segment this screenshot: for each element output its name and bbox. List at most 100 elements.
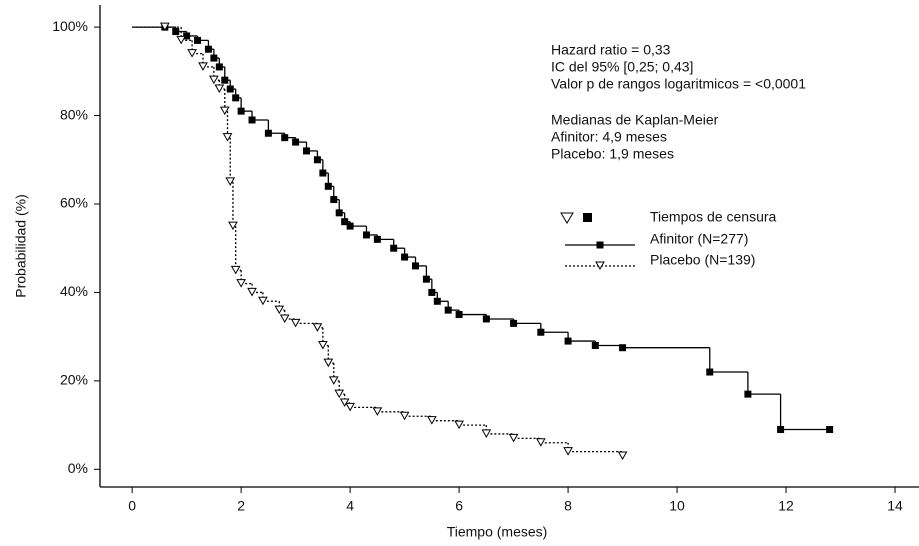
x-tick-label: 4 (346, 498, 354, 514)
censor-marker (279, 314, 290, 323)
censor-marker (194, 36, 202, 44)
censor-marker (183, 32, 191, 40)
annotation: Hazard ratio = 0,33 (551, 42, 671, 58)
censor-marker (313, 156, 321, 164)
censor-marker (390, 244, 398, 252)
censor-marker (564, 337, 572, 345)
annotation: Valor p de rangos logaritmicos = <0,0001 (551, 76, 806, 92)
censor-marker (345, 402, 355, 412)
censor-marker (210, 54, 218, 62)
x-tick-label: 6 (455, 498, 463, 514)
censor-marker (221, 76, 229, 84)
censor-marker (248, 116, 256, 124)
censor-marker (433, 297, 441, 305)
censor-marker (258, 296, 268, 306)
y-tick-label: 80% (60, 106, 88, 122)
censor-marker (303, 147, 311, 155)
censor-marker (232, 94, 240, 102)
censor-marker (247, 287, 257, 297)
x-tick-label: 10 (669, 498, 685, 514)
censor-marker (619, 344, 627, 352)
censor-marker (422, 275, 430, 283)
annotation: Afinitor: 4,9 meses (551, 129, 667, 145)
censor-marker (323, 358, 334, 368)
censor-marker (222, 133, 233, 142)
censor-marker (617, 451, 628, 461)
censor-marker (172, 28, 180, 36)
censor-marker (481, 429, 492, 438)
censor-marker (706, 368, 714, 376)
censor-marker (330, 196, 338, 204)
censor-marker (204, 45, 212, 53)
censor-marker (226, 85, 234, 93)
censor-marker (826, 426, 834, 434)
censor-marker (274, 305, 285, 315)
censor-marker (176, 35, 187, 45)
censor-marker (264, 129, 272, 137)
censor-marker (346, 222, 354, 230)
censor-marker (508, 433, 519, 443)
legend-marker (595, 261, 605, 271)
y-tick-label: 0% (68, 460, 88, 476)
censor-marker (319, 169, 327, 177)
censor-marker (215, 63, 223, 71)
legend-label: Afinitor (N=277) (650, 231, 748, 247)
censor-marker (187, 49, 197, 58)
legend-marker (596, 241, 604, 249)
y-tick-label: 20% (60, 372, 88, 388)
y-tick-label: 60% (60, 195, 88, 211)
legend-censor-square (583, 213, 592, 222)
censor-marker (292, 138, 300, 146)
censor-marker (225, 177, 236, 186)
censor-marker (290, 318, 301, 328)
x-tick-label: 12 (778, 498, 794, 514)
censor-marker (328, 376, 339, 385)
censor-marker (537, 328, 545, 336)
censor-marker (455, 311, 463, 319)
censor-marker (312, 323, 323, 332)
x-tick-label: 14 (887, 498, 903, 514)
annotation: Placebo: 1,9 meses (551, 146, 674, 162)
censor-marker (334, 389, 345, 399)
legend-censor-triangle (560, 212, 574, 224)
censor-marker (744, 390, 752, 398)
censor-marker (510, 319, 518, 327)
censor-marker (482, 315, 490, 323)
y-axis-title: Probabilidad (%) (13, 194, 29, 298)
censor-marker (228, 221, 238, 231)
legend-label: Placebo (N=139) (650, 252, 755, 268)
censor-marker (401, 253, 409, 261)
censor-marker (372, 407, 383, 416)
censor-marker (318, 340, 328, 350)
censor-marker (339, 398, 350, 407)
censor-marker (209, 75, 219, 85)
censor-marker (426, 416, 437, 425)
censor-marker (563, 447, 573, 456)
censor-marker (399, 411, 410, 421)
censor-marker (335, 209, 343, 217)
x-tick-label: 8 (564, 498, 572, 514)
censor-marker (535, 438, 546, 447)
legend-title: Tiempos de censura (650, 209, 777, 225)
censor-marker (198, 62, 208, 71)
censor-marker (230, 265, 241, 275)
censor-marker (324, 182, 332, 190)
y-tick-label: 100% (52, 18, 88, 34)
x-tick-label: 2 (237, 498, 245, 514)
censor-marker (362, 231, 370, 239)
censor-marker (444, 306, 452, 314)
censor-marker (236, 279, 246, 288)
censor-marker (412, 262, 420, 270)
x-axis-title: Tiempo (meses) (447, 524, 548, 540)
censor-marker (777, 426, 785, 434)
censor-marker (373, 235, 381, 243)
censor-marker (281, 134, 289, 142)
censor-marker (428, 288, 436, 296)
censor-marker (454, 420, 464, 430)
annotation: IC del 95% [0,25; 0,43] (551, 59, 693, 75)
censor-marker (341, 218, 349, 226)
censor-marker (591, 341, 599, 349)
censor-marker (219, 106, 230, 116)
censor-marker (237, 107, 245, 115)
